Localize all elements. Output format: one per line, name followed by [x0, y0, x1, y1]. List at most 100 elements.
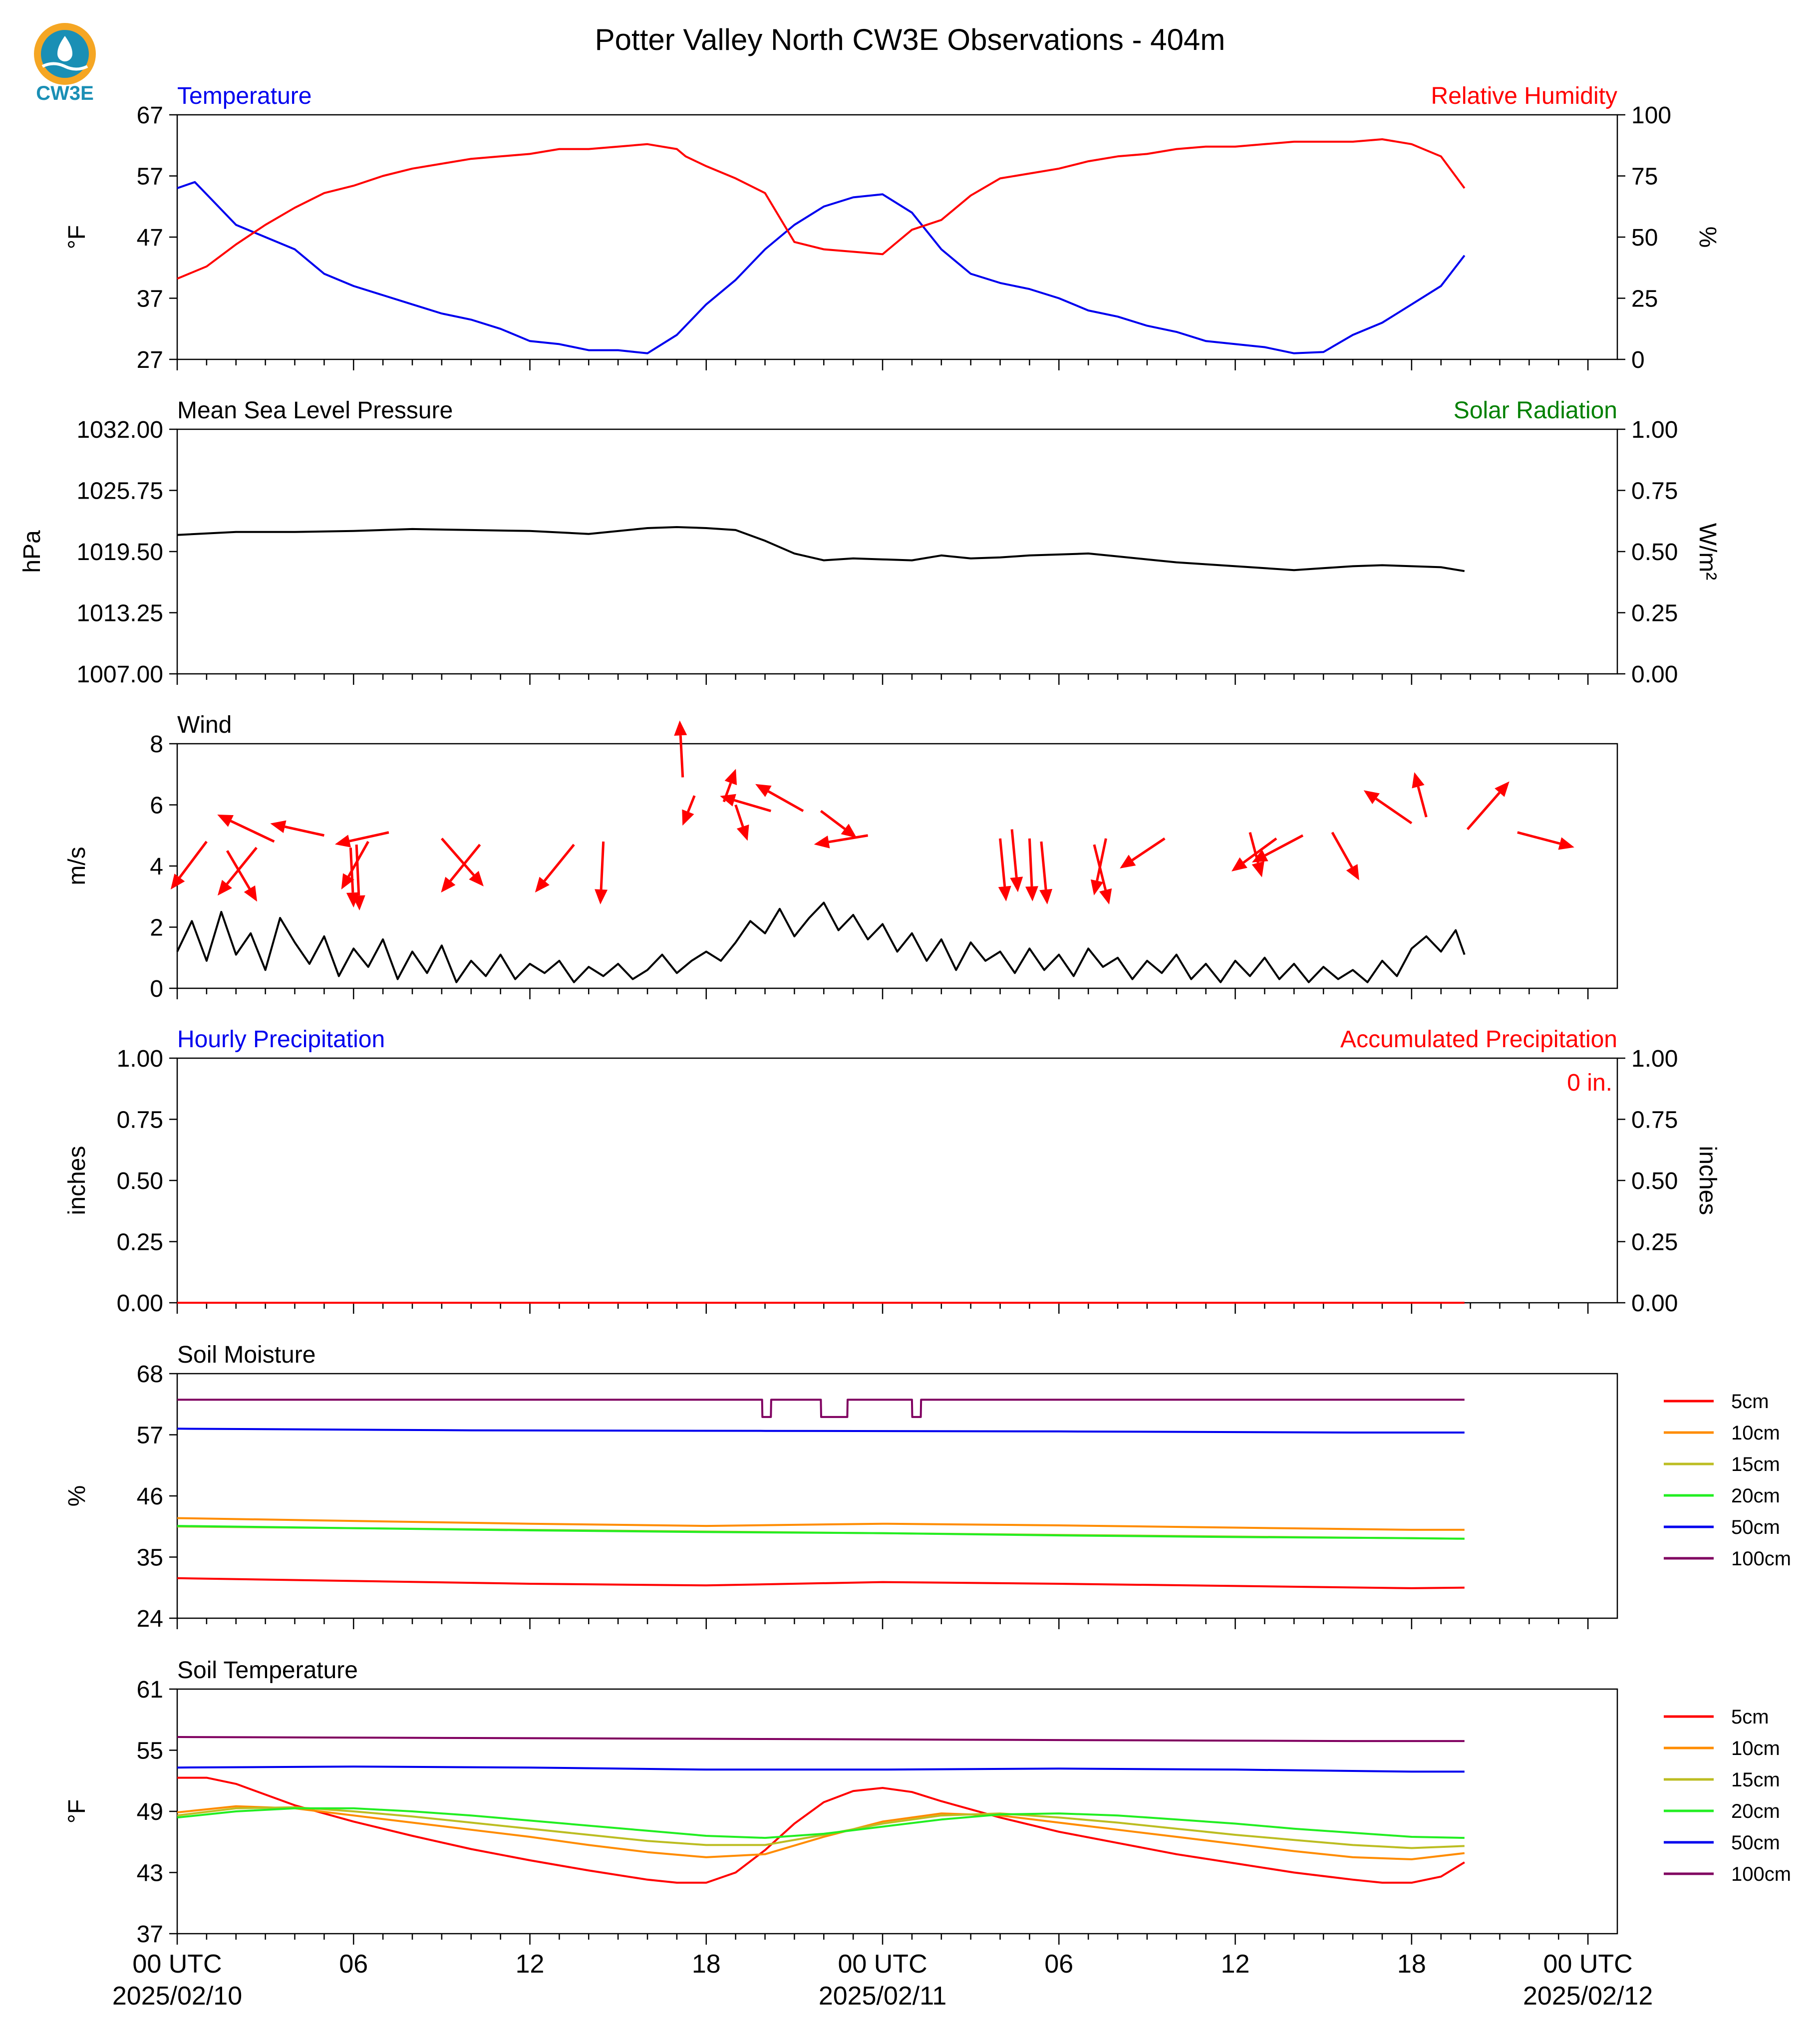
wind-arrow-head: [535, 876, 550, 893]
x-date-label: 2025/02/12: [1523, 1982, 1653, 2011]
accumulated-total: 0 in.: [1567, 1070, 1612, 1096]
x-tick-label: 18: [692, 1950, 721, 1979]
wind-arrow-shaft: [687, 795, 696, 813]
wind-arrow: [674, 720, 687, 778]
wind-arrow-head: [1412, 772, 1425, 789]
wind-arrow-head: [814, 835, 830, 849]
panel-title-right: Solar Radiation: [1454, 397, 1617, 424]
wind-arrow-head: [1363, 790, 1380, 804]
wind-arrow: [1010, 829, 1023, 892]
wind-arrow-shaft: [1010, 829, 1018, 877]
y-tick-label-left: 55: [137, 1738, 163, 1764]
wind-arrow-shaft: [1242, 837, 1277, 864]
wind-arrow: [441, 838, 484, 886]
y-tick-label-right: 0.50: [1631, 539, 1678, 566]
wind-arrow: [1090, 838, 1107, 895]
logo-wave-icon: [41, 62, 88, 71]
y-tick-label-left: 4: [150, 854, 163, 880]
y-tick-label-left: 24: [137, 1606, 163, 1632]
y-tick-label-left: 61: [137, 1677, 163, 1703]
logo-text: CW3E: [36, 82, 94, 104]
wind-arrow-shaft: [1331, 832, 1353, 868]
y-axis-label-left: %: [64, 1485, 90, 1507]
y-tick-label-left: 43: [137, 1860, 163, 1887]
series-line: [177, 1736, 1465, 1742]
wind-arrow-head: [1099, 888, 1112, 905]
y-tick-label-right: 100: [1631, 102, 1671, 129]
wind-arrow: [352, 845, 365, 911]
x-tick-label: 06: [339, 1950, 368, 1979]
y-tick-label-right: 0.50: [1631, 1168, 1678, 1194]
wind-arrow: [1039, 841, 1053, 904]
wind-arrow-head: [674, 720, 687, 736]
series-line: [177, 138, 1466, 280]
wind-arrow-head: [1346, 864, 1359, 880]
wind-arrow-head: [217, 879, 232, 896]
wind-arrow-shaft: [226, 847, 258, 885]
wind-arrow-head: [736, 824, 749, 841]
wind-arrow: [1025, 838, 1039, 901]
panels: Temperature Relative Humidity 67 57 47 37 27 10…: [19, 83, 1791, 1948]
wind-arrow-shaft: [679, 735, 684, 778]
wind-arrow: [535, 844, 575, 893]
wind-arrow-head: [841, 824, 857, 838]
y-tick-label-left: 1025.75: [76, 478, 163, 505]
legend-label: 5cm: [1731, 1706, 1769, 1728]
wind-arrow-shaft: [1517, 831, 1560, 845]
wind-arrow-shaft: [1466, 792, 1501, 831]
wind-arrow-shaft: [230, 820, 275, 843]
legend-label: 50cm: [1731, 1832, 1780, 1854]
panel-title-left: Temperature: [177, 83, 311, 109]
x-tick-label: 00 UTC: [838, 1950, 927, 1979]
wind-arrow-head: [1495, 781, 1510, 797]
chart-panel-4: Hourly Precipitation Accumulated Precipit…: [64, 1026, 1721, 1317]
x-tick-label: 06: [1044, 1950, 1073, 1979]
wind-arrow: [820, 810, 857, 838]
y-tick-label-left: 37: [137, 286, 163, 312]
series-line: [177, 1806, 1465, 1849]
wind-arrow-head: [682, 809, 694, 826]
x-tick-label: 12: [516, 1950, 545, 1979]
wind-arrow: [1120, 837, 1166, 869]
wind-arrow-shaft: [1417, 786, 1428, 818]
wind-arrow-shaft: [441, 838, 475, 876]
wind-arrow-head: [217, 815, 234, 827]
wind-arrow-head: [1120, 855, 1136, 869]
legend-label: 15cm: [1731, 1453, 1780, 1475]
wind-arrow: [217, 847, 258, 896]
wind-arrow-shaft: [734, 799, 772, 813]
wind-arrow-head: [352, 895, 365, 911]
series-line: [177, 1399, 1465, 1418]
wind-arrow-shaft: [1096, 838, 1107, 881]
y-tick-label-right: 25: [1631, 286, 1658, 312]
wind-arrow-shaft: [543, 844, 575, 882]
wind-arrow: [1331, 832, 1359, 880]
x-date-label: 2025/02/10: [112, 1982, 242, 2011]
wind-arrow-head: [441, 876, 456, 893]
wind-arrow: [270, 820, 324, 837]
y-tick-label-left: 6: [150, 793, 163, 819]
legend-label: 20cm: [1731, 1485, 1780, 1507]
series-line: [177, 181, 1466, 354]
panel-title-left: Soil Temperature: [177, 1657, 358, 1684]
y-tick-label-left: 49: [137, 1799, 163, 1825]
y-tick-label-left: 1013.25: [76, 600, 163, 627]
y-tick-label-right: 0.75: [1631, 478, 1678, 505]
wind-arrow-shaft: [1264, 834, 1304, 857]
wind-arrow-head: [998, 885, 1011, 901]
legend: 5cm 10cm 15cm 20cm 50cm 100cm: [1664, 1706, 1791, 1885]
y-tick-label-left: 0.00: [117, 1290, 163, 1317]
wind-arrow-shaft: [734, 804, 744, 827]
wind-arrow-shaft: [828, 834, 869, 844]
series-line: [177, 1525, 1465, 1540]
cw3e-logo: CW3E: [34, 23, 96, 104]
wind-arrow: [441, 844, 481, 893]
wind-arrow-shaft: [355, 845, 360, 896]
chart-panel-3: Wind 8 6 4 2 0 m/s: [64, 712, 1618, 1002]
y-tick-label-left: 47: [137, 225, 163, 251]
series-line: [177, 1776, 1465, 1884]
wind-arrow: [1363, 790, 1413, 825]
x-date-label: 2025/02/11: [819, 1982, 946, 2011]
panel-frame: [176, 114, 1618, 360]
